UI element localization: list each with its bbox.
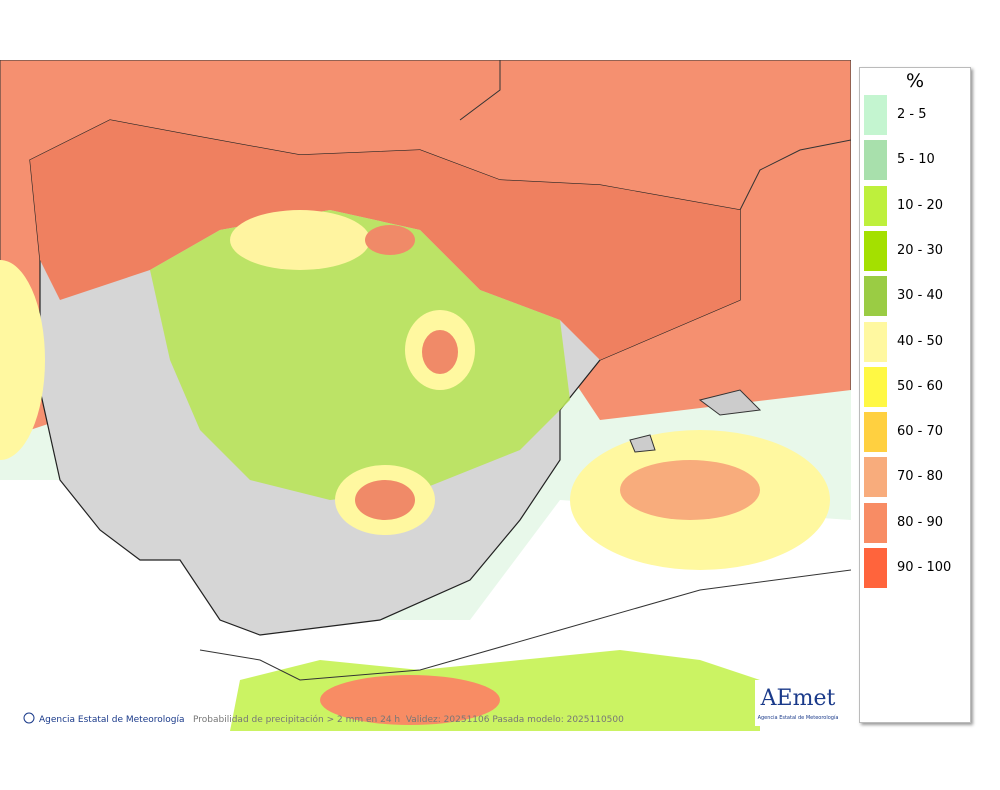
legend-item: 30 - 40 (864, 276, 968, 317)
legend-swatch (864, 457, 887, 498)
legend-swatch (864, 502, 887, 543)
legend-label: 90 - 100 (897, 560, 952, 575)
legend-title: % (905, 70, 925, 92)
coastline (459, 60, 501, 121)
legend-label: 20 - 30 (897, 242, 944, 258)
legend: % 2 - 5 5 - 10 10 - 20 20 - 30 30 - 40 40 - 5… (859, 67, 971, 723)
legend-swatch (864, 366, 887, 407)
legend-label: 70 - 80 (897, 469, 944, 485)
copyright-icon (23, 712, 35, 724)
area (620, 460, 760, 520)
legend-swatch (864, 412, 887, 453)
legend-label: 60 - 70 (897, 424, 944, 440)
credit: Agencia Estatal de Meteorología (39, 715, 185, 725)
legend-label: 2 - 5 (897, 107, 927, 122)
caption: Probabilidad de precipitación > 2 mm en … (193, 714, 624, 725)
legend-label: 10 - 20 (897, 197, 944, 213)
island (698, 389, 762, 416)
legend-label: 50 - 60 (897, 378, 944, 394)
legend-swatch (864, 321, 887, 362)
moderate-area (150, 210, 570, 500)
island (629, 434, 656, 453)
legend-swatch (864, 276, 887, 317)
legend-swatch (864, 95, 887, 135)
logo-box (755, 680, 841, 726)
legend-label: 40 - 50 (897, 333, 944, 349)
high-probability-area (30, 120, 740, 360)
legend-item: 5 - 10 (864, 140, 968, 181)
legend-item: 50 - 60 (864, 366, 968, 407)
legend-item: 60 - 70 (864, 412, 968, 453)
area (230, 210, 370, 270)
legend-label: 5 - 10 (897, 152, 935, 168)
legend-swatch (864, 140, 887, 181)
area (0, 260, 45, 460)
area (365, 225, 415, 255)
legend-label: 30 - 40 (897, 288, 944, 304)
legend-item: 2 - 5 (864, 95, 968, 135)
logo-subtitle: Agencia Estatal de Meteorología (758, 714, 839, 721)
legend-item: 80 - 90 (864, 502, 968, 543)
coastline (199, 569, 851, 681)
area (355, 480, 415, 520)
legend-swatch (864, 185, 887, 226)
coastline (739, 139, 851, 211)
logo-name: AEmet (760, 686, 836, 711)
legend-item: 40 - 50 (864, 321, 968, 362)
area (320, 675, 500, 725)
legend-swatch (864, 230, 887, 271)
map: AEmet Agencia Estatal de Meteorología Ag… (0, 60, 851, 731)
legend-label: 80 - 90 (897, 514, 944, 530)
legend-swatch (864, 548, 887, 588)
legend-item: 70 - 80 (864, 457, 968, 498)
area (422, 330, 458, 374)
legend-item: 20 - 30 (864, 230, 968, 271)
legend-item: 90 - 100 (864, 548, 968, 588)
legend-item: 10 - 20 (864, 185, 968, 226)
